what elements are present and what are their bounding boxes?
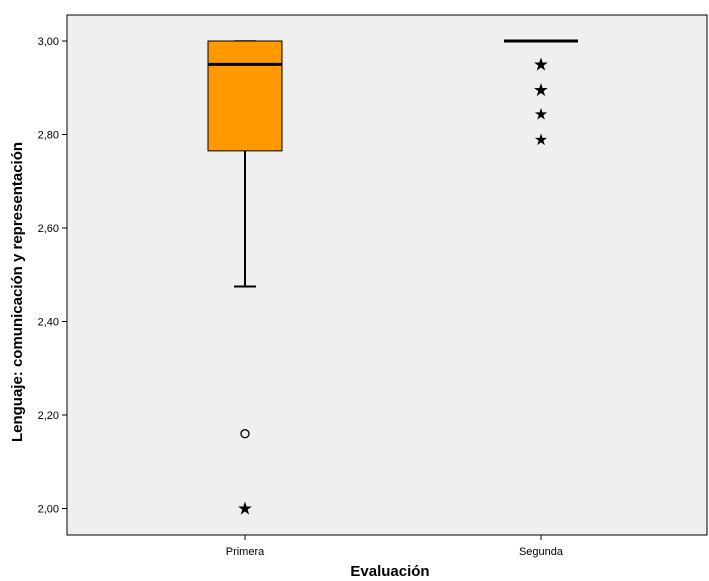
y-tick-label: 2,40: [38, 317, 59, 329]
y-axis: 2,00 2,20 2,40 2,60 2,80 3,00: [38, 36, 67, 516]
boxes: ★ ★ ★ ★ ★: [207, 39, 578, 520]
plot-area: [66, 14, 708, 536]
box-group-segunda: ★ ★ ★ ★: [504, 39, 578, 149]
outlier-point: [240, 429, 250, 439]
extreme-point: ★: [534, 130, 548, 149]
extreme-point: ★: [533, 54, 549, 75]
y-tick-label: 2,20: [38, 410, 59, 422]
x-tick-label: Primera: [226, 546, 265, 558]
y-axis-title: Lenguaje: comunicación y representación: [9, 142, 26, 442]
y-tick-label: 2,00: [38, 504, 59, 516]
box: [207, 40, 283, 152]
x-axis-title: Evaluación: [350, 563, 429, 580]
y-tick-label: 3,00: [38, 36, 59, 48]
box-group-primera: ★: [207, 40, 283, 520]
extreme-point: ★: [237, 499, 253, 520]
extreme-point: ★: [533, 80, 549, 101]
y-tick-label: 2,60: [38, 223, 59, 235]
x-axis: Primera Segunda: [226, 535, 564, 558]
x-tick-label: Segunda: [519, 546, 564, 558]
y-tick-label: 2,80: [38, 130, 59, 142]
extreme-point: ★: [534, 104, 548, 123]
